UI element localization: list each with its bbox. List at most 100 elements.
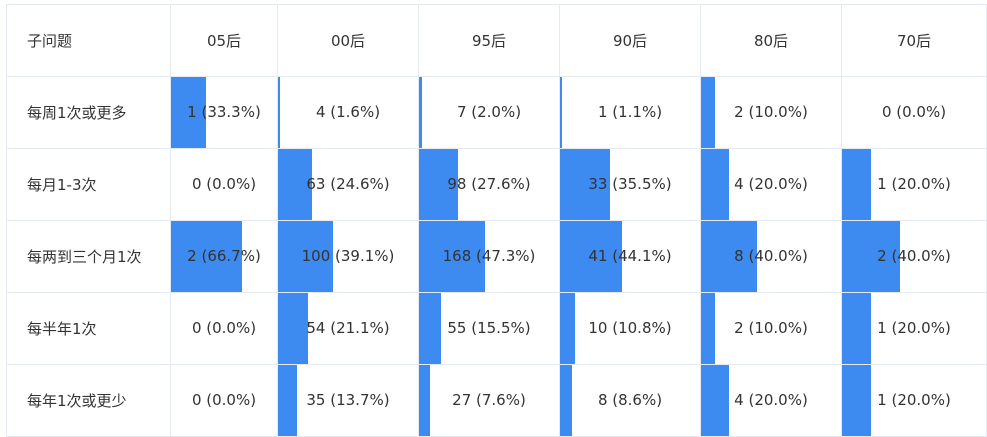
cell-value: 33 (35.5%) — [588, 175, 672, 193]
cell-value: 2 (10.0%) — [734, 103, 808, 121]
cell-value: 55 (15.5%) — [447, 319, 531, 337]
cell-value: 4 (20.0%) — [734, 391, 808, 409]
table-body: 每周1次或更多 1 (33.3%) 4 (1.6%) 7 (2.0%) 1 (1.1%)… — [6, 76, 987, 437]
percentage-bar — [278, 365, 298, 436]
table-cell: 0 (0.0%) — [170, 148, 278, 221]
percentage-bar — [560, 149, 610, 220]
cell-value: 1 (20.0%) — [877, 175, 951, 193]
cell-value: 8 (8.6%) — [597, 391, 663, 409]
cell-value: 41 (44.1%) — [588, 247, 672, 265]
table-cell: 2 (10.0%) — [700, 292, 842, 365]
percentage-bar — [171, 221, 242, 292]
row-label: 每周1次或更多 — [6, 76, 171, 149]
row-label: 每两到三个月1次 — [6, 220, 171, 293]
column-header-90: 90后 — [559, 4, 701, 77]
cell-value: 8 (40.0%) — [734, 247, 808, 265]
table-cell: 168 (47.3%) — [418, 220, 560, 293]
percentage-bar — [701, 77, 715, 148]
column-header-05: 05后 — [170, 4, 278, 77]
percentage-bar — [842, 149, 871, 220]
table-cell: 10 (10.8%) — [559, 292, 701, 365]
column-header-70: 70后 — [841, 4, 987, 77]
percentage-bar — [701, 365, 729, 436]
table-cell: 4 (20.0%) — [700, 148, 842, 221]
percentage-bar — [560, 221, 622, 292]
table-cell: 33 (35.5%) — [559, 148, 701, 221]
table-cell: 1 (33.3%) — [170, 76, 278, 149]
percentage-bar — [842, 221, 900, 292]
percentage-bar — [278, 149, 313, 220]
table-cell: 7 (2.0%) — [418, 76, 560, 149]
cell-value: 54 (21.1%) — [306, 319, 390, 337]
column-header-95: 95后 — [418, 4, 560, 77]
percentage-bar — [419, 293, 441, 364]
cell-value: 0 (0.0%) — [191, 391, 257, 409]
percentage-bar — [278, 77, 281, 148]
crosstab-table: 子问题 05后 00后 95后 90后 80后 70后 每周1次或更多 1 (33… — [6, 4, 987, 437]
percentage-bar — [560, 293, 576, 364]
percentage-bar — [278, 293, 308, 364]
percentage-bar — [701, 221, 757, 292]
cell-value: 1 (33.3%) — [187, 103, 261, 121]
table-row: 每半年1次 0 (0.0%) 54 (21.1%) 55 (15.5%) 10 (10.… — [6, 292, 987, 365]
cell-value: 27 (7.6%) — [452, 391, 526, 409]
percentage-bar — [701, 149, 729, 220]
cell-value: 2 (40.0%) — [877, 247, 951, 265]
table-cell: 1 (1.1%) — [559, 76, 701, 149]
cell-value: 2 (10.0%) — [734, 319, 808, 337]
table-row: 每月1-3次 0 (0.0%) 63 (24.6%) 98 (27.6%) 33 (35… — [6, 148, 987, 221]
percentage-bar — [419, 221, 486, 292]
cell-value: 0 (0.0%) — [191, 319, 257, 337]
percentage-bar — [419, 365, 430, 436]
cell-value: 4 (1.6%) — [315, 103, 381, 121]
table-cell: 27 (7.6%) — [418, 364, 560, 437]
cell-value: 1 (1.1%) — [597, 103, 663, 121]
table-row: 每周1次或更多 1 (33.3%) 4 (1.6%) 7 (2.0%) 1 (1.1%)… — [6, 76, 987, 149]
table-cell: 8 (40.0%) — [700, 220, 842, 293]
percentage-bar — [278, 221, 333, 292]
cell-value: 7 (2.0%) — [456, 103, 522, 121]
table-cell: 0 (0.0%) — [841, 76, 987, 149]
percentage-bar — [419, 77, 422, 148]
percentage-bar — [419, 149, 458, 220]
percentage-bar — [171, 77, 207, 148]
table-cell: 1 (20.0%) — [841, 148, 987, 221]
column-header-00: 00后 — [277, 4, 419, 77]
table-header: 子问题 05后 00后 95后 90后 80后 70后 — [6, 4, 987, 77]
table-cell: 63 (24.6%) — [277, 148, 419, 221]
table-cell: 4 (1.6%) — [277, 76, 419, 149]
table-cell: 1 (20.0%) — [841, 292, 987, 365]
cell-value: 168 (47.3%) — [442, 247, 536, 265]
table-cell: 55 (15.5%) — [418, 292, 560, 365]
percentage-bar — [701, 293, 715, 364]
cell-value: 1 (20.0%) — [877, 319, 951, 337]
header-row: 子问题 05后 00后 95后 90后 80后 70后 — [6, 4, 987, 77]
table-cell: 1 (20.0%) — [841, 364, 987, 437]
row-label: 每年1次或更少 — [6, 364, 171, 437]
table-cell: 2 (40.0%) — [841, 220, 987, 293]
table-cell: 4 (20.0%) — [700, 364, 842, 437]
cell-value: 2 (66.7%) — [187, 247, 261, 265]
table-cell: 2 (66.7%) — [170, 220, 278, 293]
percentage-bar — [560, 365, 573, 436]
row-label: 每月1-3次 — [6, 148, 171, 221]
table-cell: 100 (39.1%) — [277, 220, 419, 293]
cell-value: 63 (24.6%) — [306, 175, 390, 193]
percentage-bar — [842, 293, 871, 364]
cell-value: 4 (20.0%) — [734, 175, 808, 193]
row-label: 每半年1次 — [6, 292, 171, 365]
cell-value: 35 (13.7%) — [306, 391, 390, 409]
table-cell: 8 (8.6%) — [559, 364, 701, 437]
cell-value: 0 (0.0%) — [191, 175, 257, 193]
cell-value: 100 (39.1%) — [301, 247, 395, 265]
crosstab-table-container: 子问题 05后 00后 95后 90后 80后 70后 每周1次或更多 1 (33… — [6, 4, 987, 437]
percentage-bar — [842, 365, 871, 436]
table-cell: 54 (21.1%) — [277, 292, 419, 365]
percentage-bar — [560, 77, 562, 148]
table-cell: 41 (44.1%) — [559, 220, 701, 293]
cell-value: 10 (10.8%) — [588, 319, 672, 337]
cell-value: 1 (20.0%) — [877, 391, 951, 409]
table-cell: 35 (13.7%) — [277, 364, 419, 437]
table-row: 每两到三个月1次 2 (66.7%) 100 (39.1%) 168 (47.3%) 4… — [6, 220, 987, 293]
table-cell: 2 (10.0%) — [700, 76, 842, 149]
